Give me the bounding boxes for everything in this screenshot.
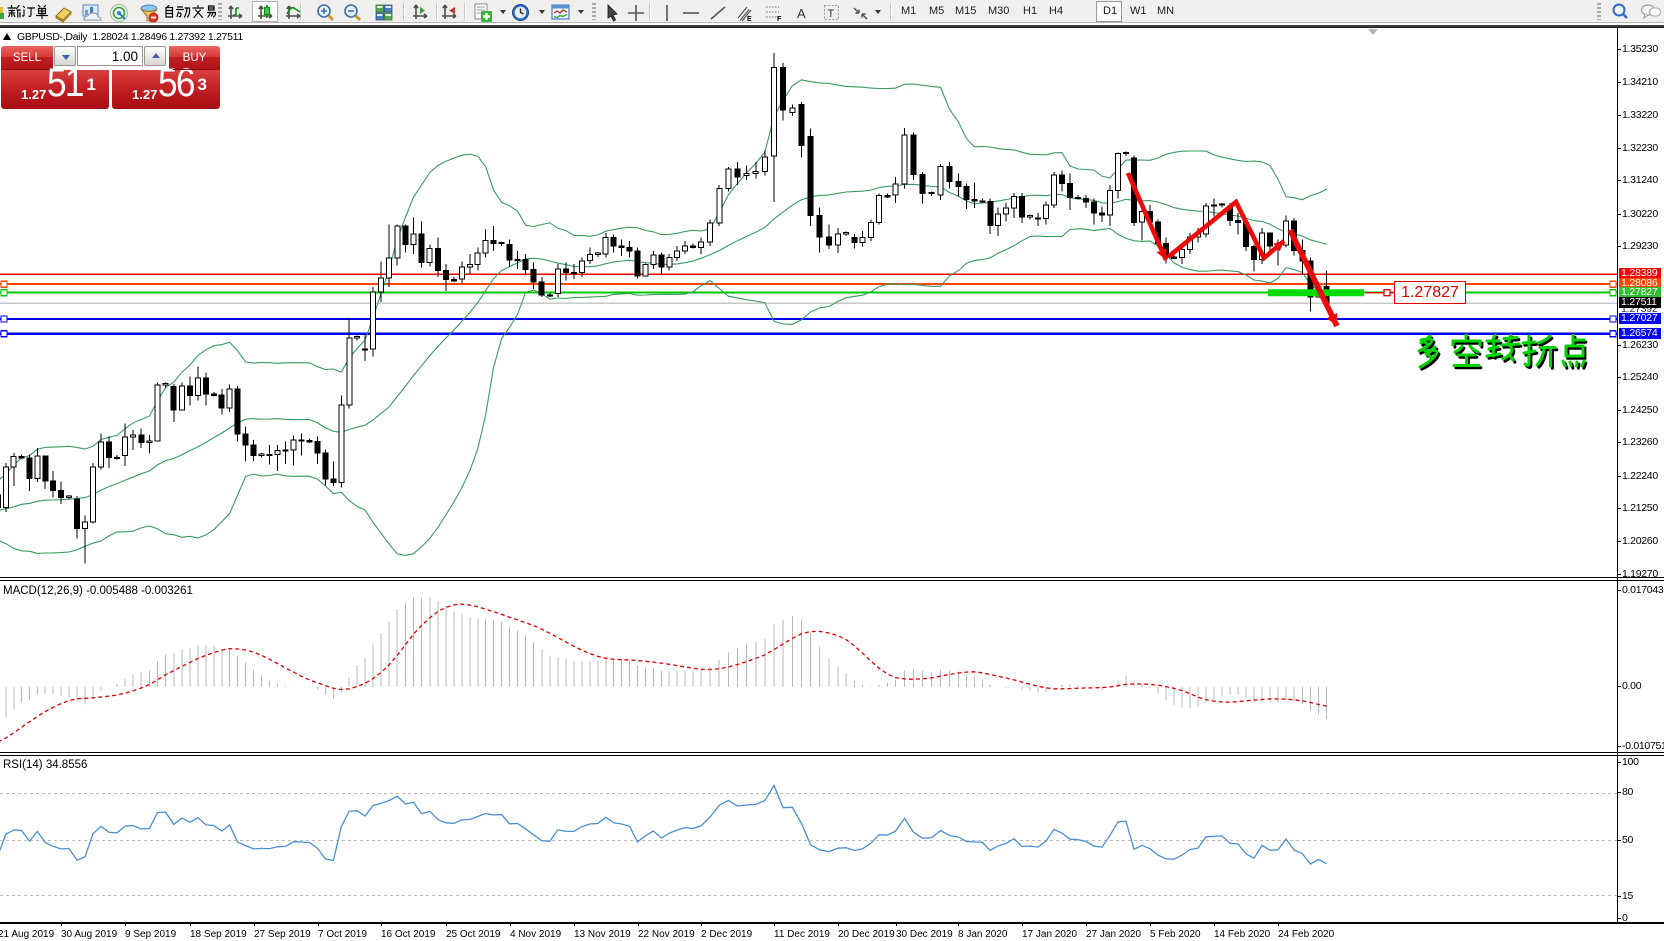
- svg-text:E: E: [747, 16, 752, 23]
- svg-text:F: F: [777, 16, 782, 23]
- svg-text:A: A: [797, 6, 806, 21]
- svg-text:T: T: [828, 8, 835, 20]
